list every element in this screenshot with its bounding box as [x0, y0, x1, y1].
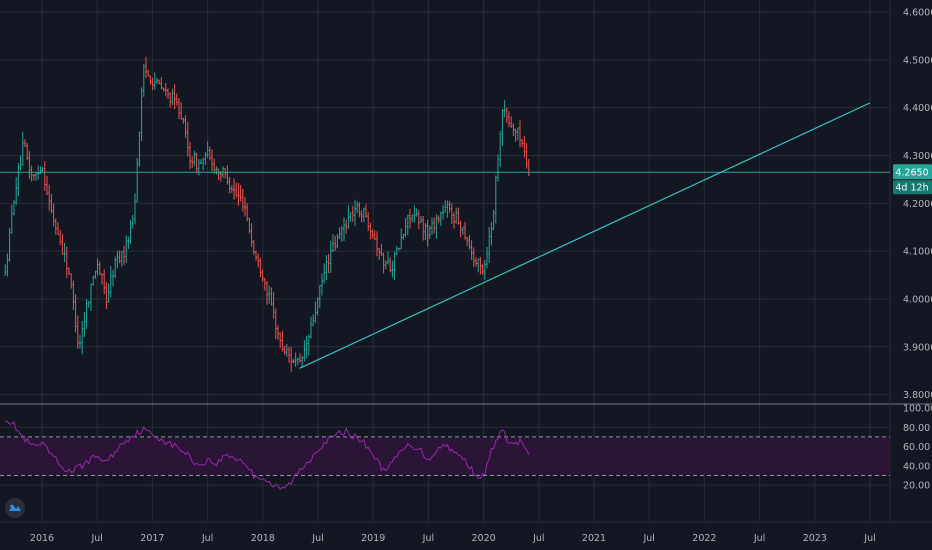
- x-tick-label: Jul: [753, 533, 765, 544]
- axis-layer: 2016 Jul 2017 Jul 2018 Jul 2019 Jul 2020 Jul 2021 J…: [30, 8, 932, 545]
- y-tick-label: 4.6000: [903, 8, 932, 19]
- price-tag-layer: 4.2650 4d 12h: [893, 164, 932, 195]
- x-tick-label: 2016: [30, 533, 54, 544]
- x-tick-label: Jul: [532, 533, 544, 544]
- x-tick-label: 2021: [582, 533, 606, 544]
- y-tick-label: 4.3000: [903, 151, 932, 162]
- rsi-line: [5, 420, 530, 490]
- rsi-tick-label: 80.00: [903, 423, 930, 434]
- rsi-tick-label: 60.00: [903, 442, 930, 453]
- x-tick-label: 2023: [803, 533, 827, 544]
- rsi-tick-label: 100.00: [903, 404, 932, 415]
- x-tick-label: Jul: [90, 533, 102, 544]
- drawing-layer: [0, 102, 890, 369]
- x-tick-label: Jul: [201, 533, 213, 544]
- x-tick-label: 2019: [361, 533, 385, 544]
- x-tick-label: 2022: [692, 533, 716, 544]
- current-price-tag: [893, 164, 932, 180]
- x-tick-label: Jul: [311, 533, 323, 544]
- rsi-tick-label: 40.00: [903, 461, 930, 472]
- candle-layer: [4, 56, 530, 372]
- x-tick-label: Jul: [863, 533, 875, 544]
- x-tick-label: 2020: [472, 533, 496, 544]
- rsi-layer: [5, 420, 530, 490]
- y-tick-label: 3.8000: [903, 390, 932, 401]
- y-tick-label: 4.5000: [903, 55, 932, 66]
- countdown-label: 4d 12h: [895, 183, 928, 194]
- y-tick-label: 4.0000: [903, 294, 932, 305]
- x-tick-label: 2017: [140, 533, 164, 544]
- tradingview-logo-icon[interactable]: [5, 498, 25, 518]
- rsi-tick-label: 20.00: [903, 481, 930, 492]
- x-tick-label: Jul: [642, 533, 654, 544]
- rsi-band: [0, 436, 890, 476]
- countdown-tag: [893, 180, 932, 195]
- x-tick-label: 2018: [251, 533, 275, 544]
- trendline[interactable]: [299, 102, 871, 369]
- y-tick-label: 4.2000: [903, 199, 932, 210]
- x-tick-label: Jul: [422, 533, 434, 544]
- y-tick-label: 4.4000: [903, 103, 932, 114]
- y-tick-label: 4.1000: [903, 247, 932, 258]
- y-tick-label: 3.9000: [903, 342, 932, 353]
- rsi-band-layer: [0, 436, 890, 476]
- current-price-label: 4.2650: [895, 168, 928, 179]
